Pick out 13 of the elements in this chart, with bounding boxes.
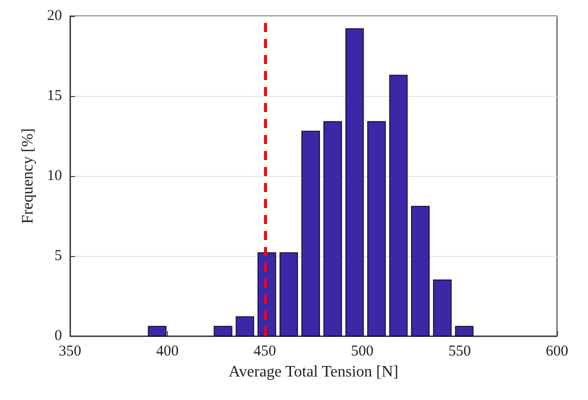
x-tick-label: 500: [350, 344, 374, 360]
y-tick-label: 0: [54, 328, 62, 344]
x-tick-label: 450: [254, 344, 276, 360]
y-axis-title: Frequency [%]: [20, 128, 37, 224]
y-tick-label: 10: [47, 168, 62, 184]
x-tick-label: 350: [58, 344, 82, 360]
x-axis-title: Average Total Tension [N]: [228, 363, 398, 380]
y-tick-label: 20: [47, 8, 62, 24]
y-tick-label: 5: [54, 248, 62, 264]
x-tick-label: 550: [448, 344, 471, 360]
x-tick-label: 400: [156, 344, 179, 360]
x-tick-label: 600: [546, 344, 568, 360]
y-tick-label: 15: [47, 88, 62, 104]
